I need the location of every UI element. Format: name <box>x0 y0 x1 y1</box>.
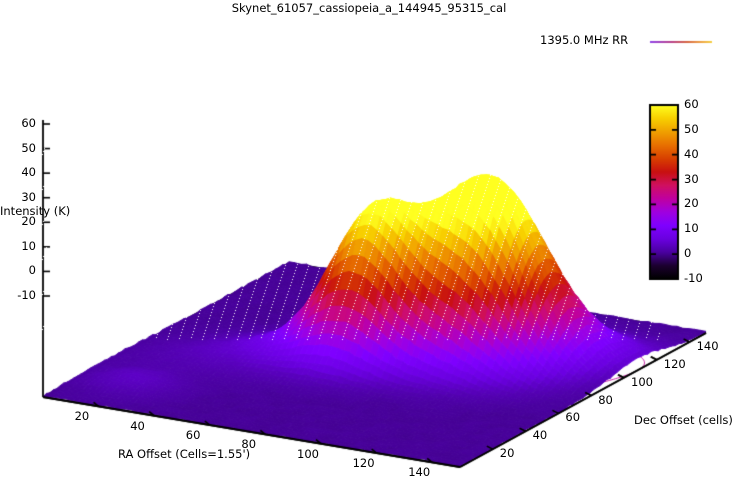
z-tick-60: 60 <box>21 116 36 130</box>
x-axis-title: RA Offset (Cells=1.55') <box>118 447 251 461</box>
x-tick-80: 80 <box>241 437 257 452</box>
z-tick--10: -10 <box>17 288 36 302</box>
y-tick-100: 100 <box>631 374 653 389</box>
z-tick-30: 30 <box>21 189 36 204</box>
page-title: Skynet_61057_cassiopeia_a_144945_95315_c… <box>231 1 507 15</box>
y-tick-40: 40 <box>532 428 548 443</box>
colorbar-tick-0: 0 <box>684 246 692 261</box>
colorbar-tick-40: 40 <box>684 146 699 161</box>
colorbar-tick-50: 50 <box>684 121 699 136</box>
colorbar-tick-30: 30 <box>684 171 699 186</box>
x-tick-20: 20 <box>74 409 90 424</box>
y-tick-80: 80 <box>598 392 613 407</box>
x-tick-100: 100 <box>297 446 319 461</box>
z-tick-0: 0 <box>28 263 36 278</box>
y-tick-60: 60 <box>565 410 581 425</box>
x-tick-40: 40 <box>130 418 145 433</box>
colorbar-tick-10: 10 <box>684 221 699 236</box>
z-axis-title: Intensity (K) <box>0 204 71 218</box>
x-tick-60: 60 <box>185 428 201 442</box>
y-tick-20: 20 <box>499 446 515 461</box>
colorbar-tick-20: 20 <box>684 196 699 211</box>
x-tick-120: 120 <box>352 456 375 470</box>
y-tick-140: 140 <box>696 338 719 353</box>
z-tick-40: 40 <box>21 165 36 180</box>
z-tick-50: 50 <box>21 140 36 155</box>
z-tick-20: 20 <box>21 214 36 229</box>
z-tick-10: 10 <box>21 238 36 253</box>
colorbar-tick-60: 60 <box>684 97 699 111</box>
legend-series-label: 1395.0 MHz RR <box>540 33 629 47</box>
x-tick-140: 140 <box>408 465 431 479</box>
y-tick-120: 120 <box>663 356 686 371</box>
y-axis-title: Dec Offset (cells) <box>634 413 733 427</box>
colorbar-tick--10: -10 <box>684 271 703 285</box>
